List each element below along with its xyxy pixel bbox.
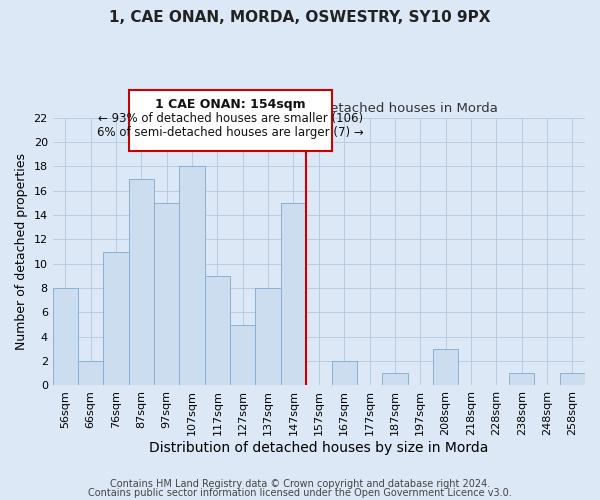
Bar xyxy=(53,288,78,386)
Bar xyxy=(129,178,154,386)
Text: 6% of semi-detached houses are larger (7) →: 6% of semi-detached houses are larger (7… xyxy=(97,126,364,140)
Bar xyxy=(281,203,306,386)
Bar xyxy=(230,324,256,386)
Text: Contains HM Land Registry data © Crown copyright and database right 2024.: Contains HM Land Registry data © Crown c… xyxy=(110,479,490,489)
Bar xyxy=(179,166,205,386)
Text: ← 93% of detached houses are smaller (106): ← 93% of detached houses are smaller (10… xyxy=(98,112,362,126)
Y-axis label: Number of detached properties: Number of detached properties xyxy=(15,153,28,350)
Text: Contains public sector information licensed under the Open Government Licence v3: Contains public sector information licen… xyxy=(88,488,512,498)
Bar xyxy=(560,374,585,386)
Bar xyxy=(382,374,407,386)
Bar xyxy=(332,361,357,386)
Bar xyxy=(509,374,535,386)
Text: 1 CAE ONAN: 154sqm: 1 CAE ONAN: 154sqm xyxy=(155,98,305,112)
Bar xyxy=(205,276,230,386)
Title: Size of property relative to detached houses in Morda: Size of property relative to detached ho… xyxy=(139,102,498,115)
Bar xyxy=(433,349,458,386)
Text: 1, CAE ONAN, MORDA, OSWESTRY, SY10 9PX: 1, CAE ONAN, MORDA, OSWESTRY, SY10 9PX xyxy=(109,10,491,25)
Bar xyxy=(103,252,129,386)
FancyBboxPatch shape xyxy=(129,90,332,150)
X-axis label: Distribution of detached houses by size in Morda: Distribution of detached houses by size … xyxy=(149,441,488,455)
Bar xyxy=(154,203,179,386)
Bar xyxy=(78,361,103,386)
Bar xyxy=(256,288,281,386)
